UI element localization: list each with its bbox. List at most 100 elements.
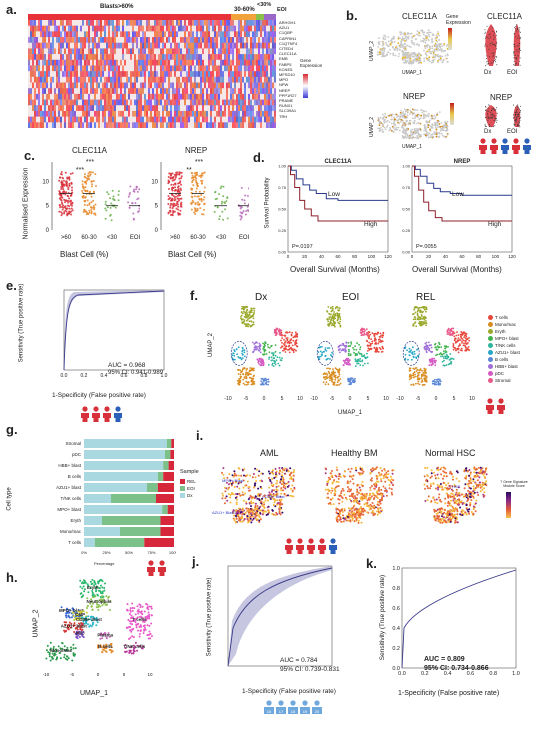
heatmap-cell bbox=[112, 122, 115, 128]
heatmap-cell bbox=[260, 116, 263, 123]
heatmap-cell bbox=[34, 37, 37, 44]
heatmap-cell bbox=[148, 88, 151, 95]
heatmap-cell bbox=[174, 82, 177, 89]
heatmap-cell bbox=[42, 59, 45, 66]
heatmap-cell bbox=[92, 116, 95, 123]
heatmap-cell bbox=[44, 110, 47, 117]
umap-point bbox=[286, 331, 288, 333]
heatmap-cell bbox=[156, 59, 159, 66]
heatmap-cell bbox=[266, 82, 269, 89]
heatmap-cell bbox=[168, 25, 171, 32]
heatmap-cell bbox=[90, 42, 93, 49]
umap-point bbox=[406, 133, 408, 136]
dot-point bbox=[200, 176, 202, 179]
dot-point bbox=[241, 198, 244, 201]
heatmap-cell bbox=[118, 42, 121, 49]
umap-point bbox=[432, 55, 435, 58]
heatmap-cell bbox=[54, 99, 57, 106]
x-tick-label: 100 bbox=[492, 254, 500, 259]
umap-point bbox=[411, 112, 414, 114]
heatmap-cell bbox=[42, 71, 45, 78]
heatmap-cell bbox=[244, 71, 247, 78]
x-tick-label: EOI bbox=[130, 235, 140, 241]
heatmap-cell bbox=[90, 37, 93, 44]
heatmap-cell bbox=[134, 76, 137, 83]
dot-point bbox=[218, 193, 221, 196]
heatmap-cell bbox=[266, 93, 269, 100]
dot-point bbox=[70, 194, 73, 197]
umap-point bbox=[420, 54, 423, 57]
heatmap-cell bbox=[262, 54, 265, 61]
heatmap-cell bbox=[148, 122, 151, 128]
heatmap-cell bbox=[162, 42, 165, 49]
heatmap-cell bbox=[246, 116, 249, 123]
heatmap-cell bbox=[76, 88, 79, 95]
violin-point bbox=[492, 53, 494, 55]
heatmap-cell bbox=[252, 65, 255, 72]
umap-point bbox=[393, 48, 395, 51]
heatmap-cell bbox=[130, 48, 133, 55]
dot-point bbox=[133, 190, 136, 193]
heatmap-cell bbox=[104, 20, 107, 26]
violin-point bbox=[513, 60, 515, 62]
heatmap-cell bbox=[28, 76, 31, 83]
heatmap-cell bbox=[172, 48, 175, 55]
heatmap-cell bbox=[266, 37, 269, 44]
violin-point bbox=[487, 114, 489, 116]
heatmap-cell bbox=[182, 110, 185, 117]
heatmap-cell bbox=[146, 54, 149, 61]
umap-point bbox=[434, 116, 437, 119]
heatmap-cell bbox=[170, 71, 173, 78]
umap-point bbox=[374, 337, 376, 340]
x-tick-label: 120 bbox=[508, 254, 516, 259]
umap-point bbox=[402, 113, 405, 115]
heatmap-cell bbox=[272, 31, 275, 38]
heatmap-cell bbox=[220, 88, 223, 95]
heatmap-cell bbox=[192, 88, 195, 95]
heatmap-cell bbox=[188, 42, 191, 49]
heatmap-cell bbox=[270, 31, 273, 38]
heatmap-cell bbox=[164, 88, 167, 95]
heatmap-cell bbox=[248, 82, 251, 89]
heatmap-cell bbox=[116, 99, 119, 106]
umap-point bbox=[235, 348, 238, 351]
heatmap-cell bbox=[50, 116, 53, 123]
heatmap-cell bbox=[116, 88, 119, 95]
heatmap-cell bbox=[270, 59, 273, 66]
umap-point bbox=[425, 135, 428, 138]
heatmap-cell bbox=[80, 65, 83, 72]
heatmap-cell bbox=[62, 20, 65, 26]
umap-point bbox=[260, 361, 263, 364]
heatmap-cell bbox=[180, 54, 183, 61]
heatmap-cell bbox=[52, 71, 55, 78]
heatmap-cell bbox=[256, 31, 259, 38]
heatmap-cell bbox=[134, 99, 137, 106]
umap-point bbox=[386, 119, 389, 122]
violin-point bbox=[493, 52, 495, 54]
heatmap-cell bbox=[254, 110, 257, 117]
dot-point bbox=[192, 176, 195, 179]
umap-point bbox=[437, 31, 439, 33]
heatmap-cell bbox=[258, 110, 261, 117]
heatmap-cell bbox=[248, 42, 251, 49]
heatmap-cell bbox=[110, 42, 113, 49]
heatmap-cell bbox=[258, 31, 261, 38]
umap-point bbox=[381, 48, 383, 51]
heatmap-cell bbox=[218, 54, 221, 61]
heatmap-cell bbox=[100, 71, 103, 78]
heatmap-cell bbox=[230, 110, 233, 117]
heatmap-cell bbox=[144, 122, 147, 128]
heatmap-cell bbox=[228, 122, 231, 128]
heatmap-cell bbox=[80, 76, 83, 83]
umap-point bbox=[405, 51, 408, 54]
dot-point bbox=[203, 190, 206, 193]
umap-point bbox=[414, 109, 417, 111]
heatmap-cell bbox=[168, 122, 171, 128]
umap-point bbox=[287, 341, 290, 344]
heatmap-cell bbox=[170, 110, 173, 117]
expression-heatmap bbox=[28, 20, 276, 128]
heatmap-cell bbox=[192, 37, 195, 44]
violin-point bbox=[488, 124, 490, 126]
heatmap-cell bbox=[218, 88, 221, 95]
